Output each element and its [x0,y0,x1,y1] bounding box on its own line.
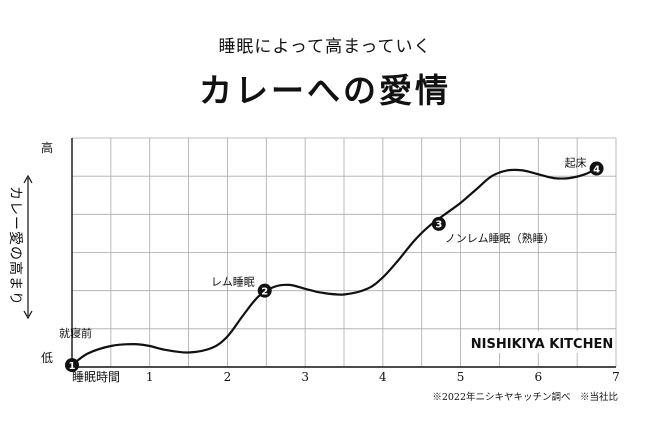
x-tick-label: 5 [457,370,465,384]
brand-box [477,331,607,353]
chart-axes [71,138,616,368]
point-number-3: 3 [435,220,442,231]
x-tick-labels: 1 2 3 4 5 6 7 [146,370,620,384]
point-label-2: レム睡眠 [211,276,255,289]
x-tick-label: 1 [146,370,154,384]
chart-title: カレーへの愛情 [199,71,451,110]
chart-subtitle: 睡眠によって高まっていく [218,37,432,57]
x-axis-label: 睡眠時間 [72,370,120,384]
x-tick-label: 3 [301,370,309,384]
point-marker-4 [589,161,604,176]
point-label-1: 就寝前 [59,326,92,340]
y-low-label: 低 [41,351,53,365]
point-number-1: 1 [69,361,76,372]
point-number-4: 4 [593,164,600,175]
point-marker-1 [65,358,79,373]
point-marker-2 [257,283,272,298]
x-tick-label: 4 [379,370,387,384]
y-axis-arrow [23,174,33,320]
footnote: ※2022年ニシキヤキッチン調べ ※当社比 [432,391,618,403]
x-tick-label: 6 [534,370,542,384]
x-tick-label: 7 [612,370,620,384]
point-marker-3 [431,216,446,231]
brand-label: NISHIKIYA KITCHEN [471,337,613,352]
point-label-4: 起床 [565,156,587,170]
y-high-label: 高 [41,140,53,155]
love-curve [71,167,598,366]
y-axis-label: カレー愛の高まり [7,186,24,306]
x-tick-label: 2 [224,370,232,384]
point-number-2: 2 [261,286,268,297]
point-label-3: ノンレム睡眠（熟睡） [445,231,555,245]
